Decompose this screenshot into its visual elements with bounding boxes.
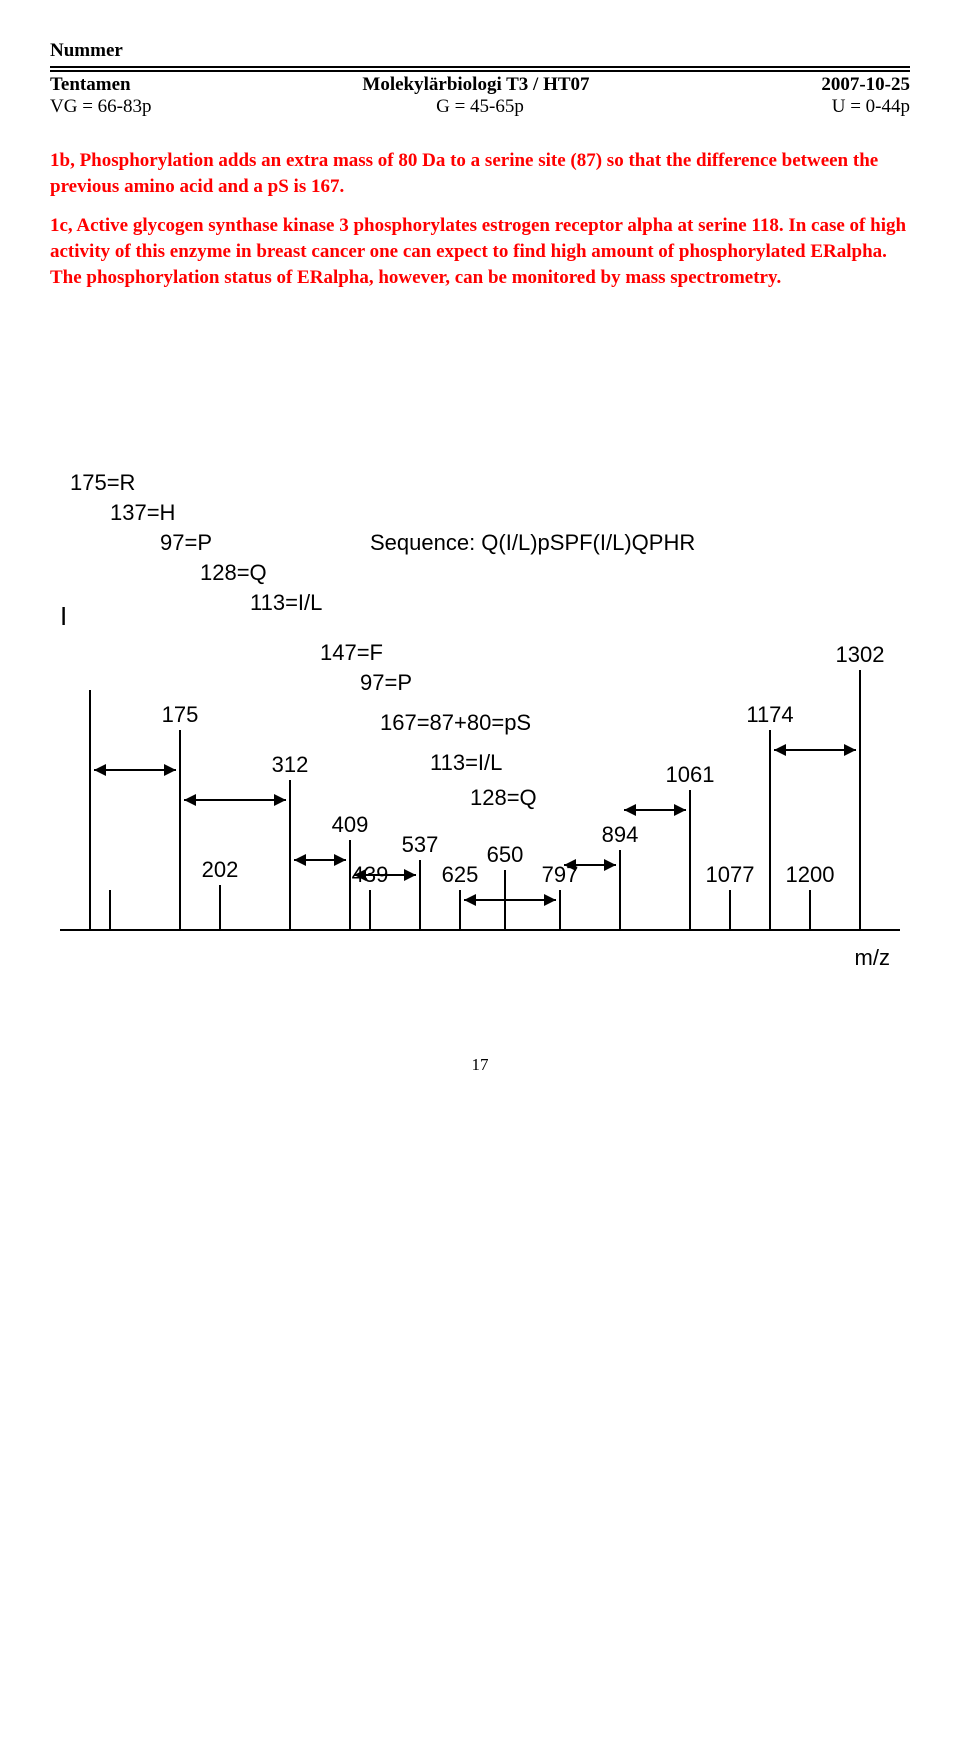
svg-text:650: 650 <box>487 842 524 867</box>
answer-text: 1b, Phosphorylation adds an extra mass o… <box>50 148 910 290</box>
svg-text:m/z: m/z <box>855 945 890 970</box>
svg-text:167=87+80=pS: 167=87+80=pS <box>380 710 531 735</box>
svg-text:113=I/L: 113=I/L <box>430 750 502 775</box>
svg-text:1077: 1077 <box>706 862 755 887</box>
svg-text:1061: 1061 <box>666 762 715 787</box>
header-rule-1 <box>50 66 910 68</box>
header-rule-2 <box>50 70 910 72</box>
svg-text:537: 537 <box>402 832 439 857</box>
grade-g: G = 45-65p <box>337 96 624 118</box>
mass-spectrum-diagram: m/z1752023124094395376256507978941061107… <box>50 470 910 995</box>
svg-text:894: 894 <box>602 822 639 847</box>
page-number: 17 <box>50 1055 910 1075</box>
svg-text:1174: 1174 <box>746 702 793 727</box>
answer-1c: 1c, Active glycogen synthase kinase 3 ph… <box>50 213 910 290</box>
page-header: Nummer Tentamen Molekylärbiologi T3 / HT… <box>50 40 910 118</box>
grade-vg: VG = 66-83p <box>50 96 337 118</box>
header-course: Molekylärbiologi T3 / HT07 <box>362 74 589 96</box>
header-tentamen: Tentamen <box>50 74 131 96</box>
header-date: 2007-10-25 <box>821 74 910 96</box>
svg-text:I: I <box>60 601 67 631</box>
header-nummer: Nummer <box>50 40 910 62</box>
svg-text:312: 312 <box>272 752 309 777</box>
svg-text:175=R: 175=R <box>70 470 135 495</box>
svg-text:202: 202 <box>202 857 239 882</box>
grade-u: U = 0-44p <box>623 96 910 118</box>
spectrum-svg: m/z1752023124094395376256507978941061107… <box>50 470 910 990</box>
svg-text:409: 409 <box>332 812 369 837</box>
svg-text:Sequence: Q(I/L)pSPF(I/L)QPHR: Sequence: Q(I/L)pSPF(I/L)QPHR <box>370 530 695 555</box>
svg-text:128=Q: 128=Q <box>470 785 537 810</box>
header-row-2: VG = 66-83p G = 45-65p U = 0-44p <box>50 96 910 118</box>
header-row-1: Tentamen Molekylärbiologi T3 / HT07 2007… <box>50 74 910 96</box>
svg-text:97=P: 97=P <box>160 530 212 555</box>
answer-1b: 1b, Phosphorylation adds an extra mass o… <box>50 148 910 199</box>
svg-text:97=P: 97=P <box>360 670 412 695</box>
svg-text:1200: 1200 <box>786 862 835 887</box>
svg-text:137=H: 137=H <box>110 500 175 525</box>
svg-text:147=F: 147=F <box>320 640 383 665</box>
svg-text:625: 625 <box>442 862 479 887</box>
svg-text:128=Q: 128=Q <box>200 560 267 585</box>
svg-text:175: 175 <box>162 702 199 727</box>
svg-text:1302: 1302 <box>836 642 885 667</box>
svg-text:113=I/L: 113=I/L <box>250 590 322 615</box>
